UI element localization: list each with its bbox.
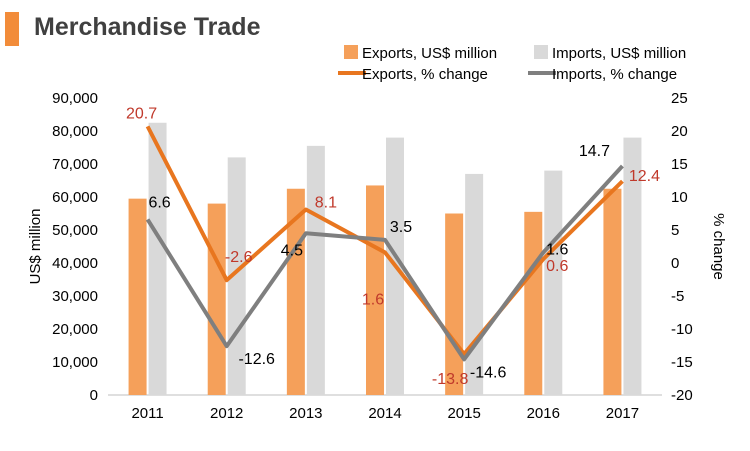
y2-axis-tick-label: -5: [671, 288, 684, 305]
y2-axis-tick-label: -10: [671, 321, 693, 338]
x-axis-tick-label: 2011: [131, 405, 163, 422]
y2-axis-tick-label: 5: [671, 222, 679, 239]
imports-bar: [623, 137, 642, 395]
imports-change-label: 6.6: [148, 194, 170, 211]
y2-axis-tick-label: 20: [671, 123, 688, 140]
legend-swatch: [534, 45, 548, 59]
y-axis-tick-label: 80,000: [52, 123, 98, 140]
exports-change-label: 8.1: [315, 195, 337, 212]
x-axis-tick-label: 2016: [527, 405, 560, 422]
y-axis-tick-label: 0: [90, 387, 98, 404]
legend-label: Imports, US$ million: [552, 45, 686, 62]
legend-label: Exports, % change: [362, 66, 488, 83]
y-axis-tick-label: 10,000: [52, 354, 98, 371]
exports-change-label: 12.4: [629, 168, 660, 185]
y2-axis-tick-label: 0: [671, 255, 679, 272]
x-axis-tick-label: 2013: [289, 405, 322, 422]
bars: [128, 122, 642, 395]
legend: Exports, US$ million Imports, US$ million…: [338, 45, 686, 83]
imports-bar: [148, 122, 167, 395]
exports-bar: [524, 211, 543, 395]
exports-change-label: 20.7: [126, 105, 157, 122]
y2-axis-tick-label: -20: [671, 387, 693, 404]
exports-bar: [128, 198, 147, 395]
exports-change-label: 1.6: [362, 291, 384, 308]
axes: 0 10,000 20,000 30,000 40,000 50,000 60,000 70,…: [27, 90, 727, 422]
x-axis-tick-label: 2014: [368, 405, 401, 422]
y-axis-tick-label: 70,000: [52, 156, 98, 173]
y2-axis-tick-label: 10: [671, 189, 688, 206]
exports-change-label: -13.8: [432, 371, 469, 388]
exports-change-label: -2.6: [225, 249, 253, 266]
imports-change-label: 14.7: [579, 143, 610, 160]
imports-bar: [465, 173, 484, 395]
title-accent-bar: [5, 12, 19, 46]
exports-bar: [207, 203, 226, 395]
imports-change-label: -14.6: [470, 364, 507, 381]
y-axis-title: US$ million: [27, 209, 44, 285]
y-axis-tick-label: 20,000: [52, 321, 98, 338]
y-axis-tick-label: 30,000: [52, 288, 98, 305]
y2-axis-tick-label: -15: [671, 354, 693, 371]
x-axis-tick-label: 2015: [447, 405, 480, 422]
imports-change-label: 4.5: [281, 242, 303, 259]
lines: [145, 125, 624, 362]
x-axis-tick-label: 2017: [606, 405, 639, 422]
y-axis-tick-label: 40,000: [52, 255, 98, 272]
y-axis-tick-label: 90,000: [52, 90, 98, 107]
legend-label: Imports, % change: [552, 66, 677, 83]
exports-bar: [445, 213, 464, 395]
y-axis-tick-label: 50,000: [52, 222, 98, 239]
imports-change-label: 3.5: [390, 219, 412, 236]
chart-title: Merchandise Trade: [34, 13, 261, 41]
exports-bar: [603, 188, 622, 395]
exports-change-line: [145, 125, 624, 357]
imports-bar: [544, 170, 563, 395]
x-axis-tick-label: 2012: [210, 405, 243, 422]
imports-change-label: -12.6: [238, 351, 275, 368]
imports-bar: [306, 145, 325, 395]
data-labels: 20.7 -2.6 8.1 1.6 -13.8 0.6 12.4 6.6 -12.6 4.5 3.5…: [126, 105, 660, 388]
y2-axis-title: % change: [710, 213, 727, 280]
legend-label: Exports, US$ million: [362, 45, 497, 62]
y2-axis-tick-label: 25: [671, 90, 688, 107]
exports-bar: [366, 185, 384, 395]
y-axis-tick-label: 60,000: [52, 189, 98, 206]
imports-change-line: [145, 164, 624, 362]
exports-change-label: 0.6: [546, 258, 568, 275]
imports-change-label: 1.6: [546, 241, 568, 258]
y2-axis-tick-label: 15: [671, 156, 688, 173]
legend-swatch: [344, 45, 358, 59]
